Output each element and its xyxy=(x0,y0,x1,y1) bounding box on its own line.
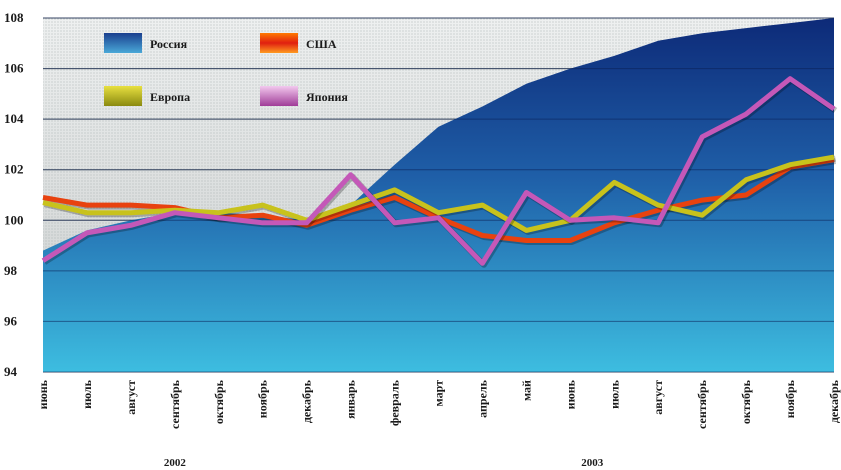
x-tick-label: ноябрь xyxy=(783,379,797,418)
x-tick-label: июнь xyxy=(563,379,577,409)
y-tick-label: 106 xyxy=(4,61,24,76)
x-tick-label: февраль xyxy=(388,379,402,426)
x-tick-label: сентябрь xyxy=(168,379,182,429)
x-tick-label: апрель xyxy=(475,379,489,417)
legend-label-Россия: Россия xyxy=(150,37,188,51)
x-tick-label: сентябрь xyxy=(695,379,709,429)
x-tick-label: август xyxy=(651,380,665,415)
legend: Россия США Европа Япония xyxy=(104,33,348,106)
area-Россия xyxy=(43,18,834,372)
x-tick-label: декабрь xyxy=(827,379,841,423)
y-tick-label: 108 xyxy=(4,10,24,25)
legend-swatch-Россия xyxy=(104,33,142,53)
legend-label-Европа: Европа xyxy=(150,90,190,104)
x-year-label: 2003 xyxy=(581,457,604,469)
x-tick-label: июль xyxy=(607,379,621,409)
x-tick-label: август xyxy=(124,380,138,415)
x-tick-label: октябрь xyxy=(739,379,753,424)
x-tick-label: март xyxy=(432,380,446,407)
legend-swatch-Япония xyxy=(260,86,298,106)
y-tick-label: 96 xyxy=(4,313,18,328)
legend-label-США: США xyxy=(306,37,337,51)
y-tick-label: 104 xyxy=(4,111,24,126)
x-tick-label: октябрь xyxy=(212,379,226,424)
line-Япония xyxy=(41,76,836,266)
legend-swatch-США xyxy=(260,33,298,53)
legend-swatch-Европа xyxy=(104,86,142,106)
y-axis: 94 96 98 100 102 104 106 108 xyxy=(4,10,24,379)
series-area-russia xyxy=(43,17,834,373)
x-year-label: 2002 xyxy=(164,457,187,469)
x-tick-label: май xyxy=(519,380,533,401)
x-tick-label: ноябрь xyxy=(256,379,270,418)
x-tick-label: декабрь xyxy=(300,379,314,423)
x-tick-label: июнь xyxy=(36,379,50,409)
legend-label-Япония: Япония xyxy=(306,90,348,104)
x-axis: июнь июль август сентябрь октябрь ноябрь декаб… xyxy=(36,379,841,469)
x-tick-label: июль xyxy=(80,379,94,409)
x-tick-label: январь xyxy=(344,379,358,419)
y-tick-label: 98 xyxy=(4,263,18,278)
series-lines xyxy=(41,76,838,268)
line-Европа xyxy=(42,154,835,233)
y-tick-label: 100 xyxy=(4,212,24,227)
y-tick-label: 94 xyxy=(4,364,18,379)
y-tick-label: 102 xyxy=(4,162,24,177)
